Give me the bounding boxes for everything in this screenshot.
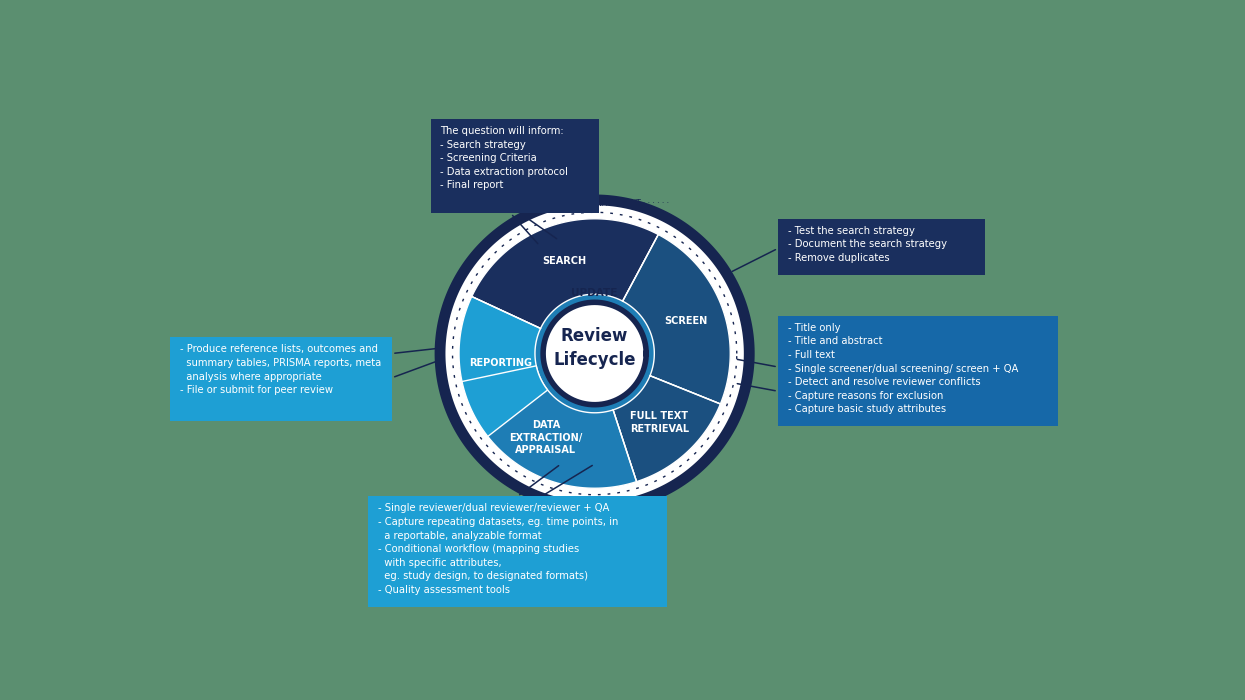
- Polygon shape: [459, 297, 548, 437]
- Text: FULL TEXT
RETRIEVAL: FULL TEXT RETRIEVAL: [630, 412, 688, 434]
- FancyBboxPatch shape: [431, 119, 600, 214]
- Text: - Title only
- Title and abstract
- Full text
- Single screener/dual screening/ : - Title only - Title and abstract - Full…: [788, 323, 1018, 414]
- Text: UPDATE: UPDATE: [571, 288, 618, 298]
- FancyBboxPatch shape: [778, 316, 1058, 426]
- Polygon shape: [459, 219, 731, 488]
- Text: - Produce reference lists, outcomes and
  summary tables, PRISMA reports, meta
 : - Produce reference lists, outcomes and …: [179, 344, 381, 395]
- Polygon shape: [462, 366, 636, 488]
- Polygon shape: [543, 302, 646, 405]
- Text: SEARCH: SEARCH: [543, 256, 586, 266]
- Text: Review
Lifecycle: Review Lifecycle: [553, 328, 636, 369]
- FancyBboxPatch shape: [369, 496, 667, 607]
- Text: - Single reviewer/dual reviewer/reviewer + QA
- Capture repeating datasets, eg. : - Single reviewer/dual reviewer/reviewer…: [377, 503, 618, 595]
- FancyBboxPatch shape: [778, 218, 986, 275]
- Polygon shape: [472, 219, 659, 328]
- Polygon shape: [613, 376, 721, 482]
- Text: SCREEN: SCREEN: [664, 316, 707, 326]
- Text: The question will inform:
- Search strategy
- Screening Criteria
- Data extracti: The question will inform: - Search strat…: [441, 126, 568, 190]
- Text: DATA
EXTRACTION/
APPRAISAL: DATA EXTRACTION/ APPRAISAL: [509, 420, 583, 455]
- Text: REPORTING: REPORTING: [468, 358, 532, 368]
- Text: · · · · · · PROJECT MANAGEMENT · · · · · ·: · · · · · · PROJECT MANAGEMENT · · · · ·…: [520, 199, 669, 208]
- Text: - Test the search strategy
- Document the search strategy
- Remove duplicates: - Test the search strategy - Document th…: [788, 226, 946, 263]
- Polygon shape: [435, 195, 754, 512]
- FancyBboxPatch shape: [171, 337, 392, 421]
- Polygon shape: [446, 205, 743, 502]
- Polygon shape: [622, 234, 731, 404]
